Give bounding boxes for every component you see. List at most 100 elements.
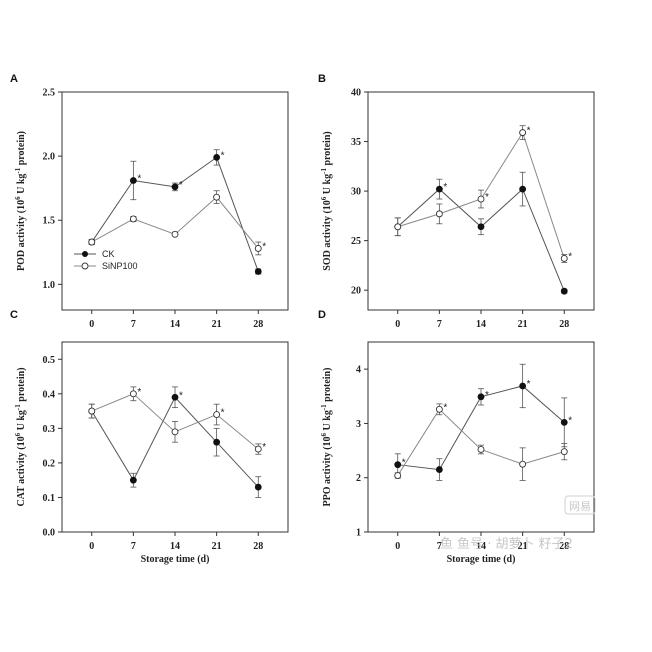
significance-marker: * bbox=[221, 408, 225, 419]
x-tick-label: 0 bbox=[395, 319, 400, 330]
plot-frame bbox=[368, 342, 594, 532]
data-point-ck bbox=[172, 184, 178, 190]
x-tick-label: 14 bbox=[170, 319, 180, 330]
y-axis-label: CAT activity (106 U kg-1 protein) bbox=[14, 367, 27, 506]
y-tick-label: 0.0 bbox=[43, 528, 56, 539]
x-tick-label: 7 bbox=[131, 541, 136, 552]
significance-marker: * bbox=[137, 387, 141, 398]
watermark: 鱼 鱼号 · 胡萝卜 籽子2 网易 bbox=[440, 496, 595, 552]
x-tick-label: 14 bbox=[170, 541, 180, 552]
y-tick-label: 0.1 bbox=[43, 493, 56, 504]
data-point-sinp100 bbox=[436, 211, 442, 217]
legend-marker-sinp100 bbox=[82, 263, 88, 269]
significance-marker: * bbox=[402, 458, 406, 469]
y-tick-label: 0.4 bbox=[43, 389, 56, 400]
y-axis-label-part: protein) bbox=[16, 131, 27, 168]
data-point-ck bbox=[255, 269, 261, 275]
data-point-sinp100 bbox=[520, 461, 526, 467]
y-axis-label: SOD activity (106 U kg-1 protein) bbox=[320, 131, 333, 270]
x-tick-label: 28 bbox=[559, 319, 569, 330]
x-tick-label: 14 bbox=[476, 319, 486, 330]
data-point-ck bbox=[130, 177, 136, 183]
x-axis-label: Storage time (d) bbox=[447, 554, 516, 565]
panel-letter: C bbox=[10, 309, 18, 321]
y-axis-label-part: U kg bbox=[322, 410, 333, 433]
series-sinp100 bbox=[395, 126, 568, 263]
data-point-sinp100 bbox=[214, 194, 220, 200]
data-point-sinp100 bbox=[436, 406, 442, 412]
data-point-ck bbox=[130, 477, 136, 483]
plot-frame bbox=[62, 92, 288, 310]
y-axis-label-part: POD activity (10 bbox=[16, 200, 27, 271]
y-tick-label: 4 bbox=[356, 365, 361, 376]
data-point-sinp100 bbox=[130, 391, 136, 397]
x-tick-label: 7 bbox=[437, 319, 442, 330]
data-point-ck bbox=[214, 154, 220, 160]
data-point-sinp100 bbox=[561, 449, 567, 455]
panel-c: C 0.0 0.1 0.2 0.3 0.4 0.5 0 7 14 21 28 CAT activity … bbox=[10, 309, 288, 565]
data-point-ck bbox=[478, 394, 484, 400]
significance-marker: * bbox=[221, 150, 225, 161]
y-axis-label-part: U kg bbox=[322, 174, 333, 197]
y-axis-label: POD activity (106 U kg-1 protein) bbox=[14, 131, 27, 271]
y-axis-label-part: protein) bbox=[322, 368, 333, 405]
data-point-ck bbox=[214, 439, 220, 445]
data-point-sinp100 bbox=[255, 446, 261, 452]
data-point-ck bbox=[520, 383, 526, 389]
significance-marker: * bbox=[485, 390, 489, 401]
significance-marker: * bbox=[262, 442, 266, 453]
y-tick-label: 2 bbox=[356, 473, 361, 484]
series-sinp100 bbox=[89, 191, 262, 255]
significance-marker: * bbox=[443, 182, 447, 193]
y-tick-label: 3 bbox=[356, 419, 361, 430]
significance-marker: * bbox=[262, 241, 266, 252]
data-point-ck bbox=[436, 467, 442, 473]
significance-marker: * bbox=[443, 402, 447, 413]
significance-marker: * bbox=[179, 180, 183, 191]
panel-d: D 1 2 3 4 0 7 14 21 28 PPO activity (106 U kg-1 pr… bbox=[318, 309, 594, 565]
x-axis-label: Storage time (d) bbox=[141, 554, 210, 565]
series-line bbox=[92, 157, 259, 271]
data-point-ck bbox=[395, 462, 401, 468]
data-point-ck bbox=[520, 186, 526, 192]
data-point-sinp100 bbox=[478, 446, 484, 452]
panel-a: A 1.0 1.5 2.0 2.5 0 7 14 21 28 POD activity (106 U… bbox=[10, 73, 288, 330]
y-axis-label-part: U kg bbox=[16, 410, 27, 433]
data-point-sinp100 bbox=[89, 408, 95, 414]
y-tick-label: 0.5 bbox=[43, 355, 56, 366]
legend-label-sinp100: SiNP100 bbox=[102, 261, 138, 271]
x-tick-label: 0 bbox=[395, 541, 400, 552]
series-ck bbox=[89, 150, 262, 275]
data-point-ck bbox=[478, 224, 484, 230]
significance-marker: * bbox=[527, 379, 531, 390]
y-axis-label-part: protein) bbox=[322, 131, 333, 168]
legend: CK SiNP100 bbox=[74, 249, 138, 271]
y-axis-label-part: protein) bbox=[16, 367, 27, 404]
legend-label-ck: CK bbox=[102, 249, 115, 259]
x-tick-label: 7 bbox=[131, 319, 136, 330]
y-axis-label-part: CAT activity (10 bbox=[16, 436, 27, 506]
y-tick-label: 2.5 bbox=[43, 88, 56, 99]
significance-marker: * bbox=[137, 173, 141, 184]
y-axis-label-part: SOD activity (10 bbox=[322, 200, 333, 271]
y-tick-label: 2.0 bbox=[43, 152, 56, 163]
x-tick-label: 0 bbox=[89, 319, 94, 330]
data-point-sinp100 bbox=[172, 231, 178, 237]
data-point-sinp100 bbox=[255, 245, 261, 251]
data-point-sinp100 bbox=[520, 130, 526, 136]
x-tick-label: 28 bbox=[253, 541, 263, 552]
data-point-sinp100 bbox=[478, 196, 484, 202]
y-axis-label-part: U kg bbox=[16, 174, 27, 197]
data-point-sinp100 bbox=[130, 216, 136, 222]
y-tick-label: 25 bbox=[351, 236, 361, 247]
legend-marker-ck bbox=[82, 251, 88, 257]
data-point-sinp100 bbox=[395, 224, 401, 230]
panel-letter: A bbox=[10, 73, 18, 85]
watermark-logo: 网易 bbox=[569, 500, 591, 513]
series-sinp100 bbox=[395, 404, 568, 481]
significance-marker: * bbox=[485, 192, 489, 203]
significance-marker: * bbox=[568, 415, 572, 426]
y-axis-label-part: PPO activity (10 bbox=[322, 436, 333, 506]
